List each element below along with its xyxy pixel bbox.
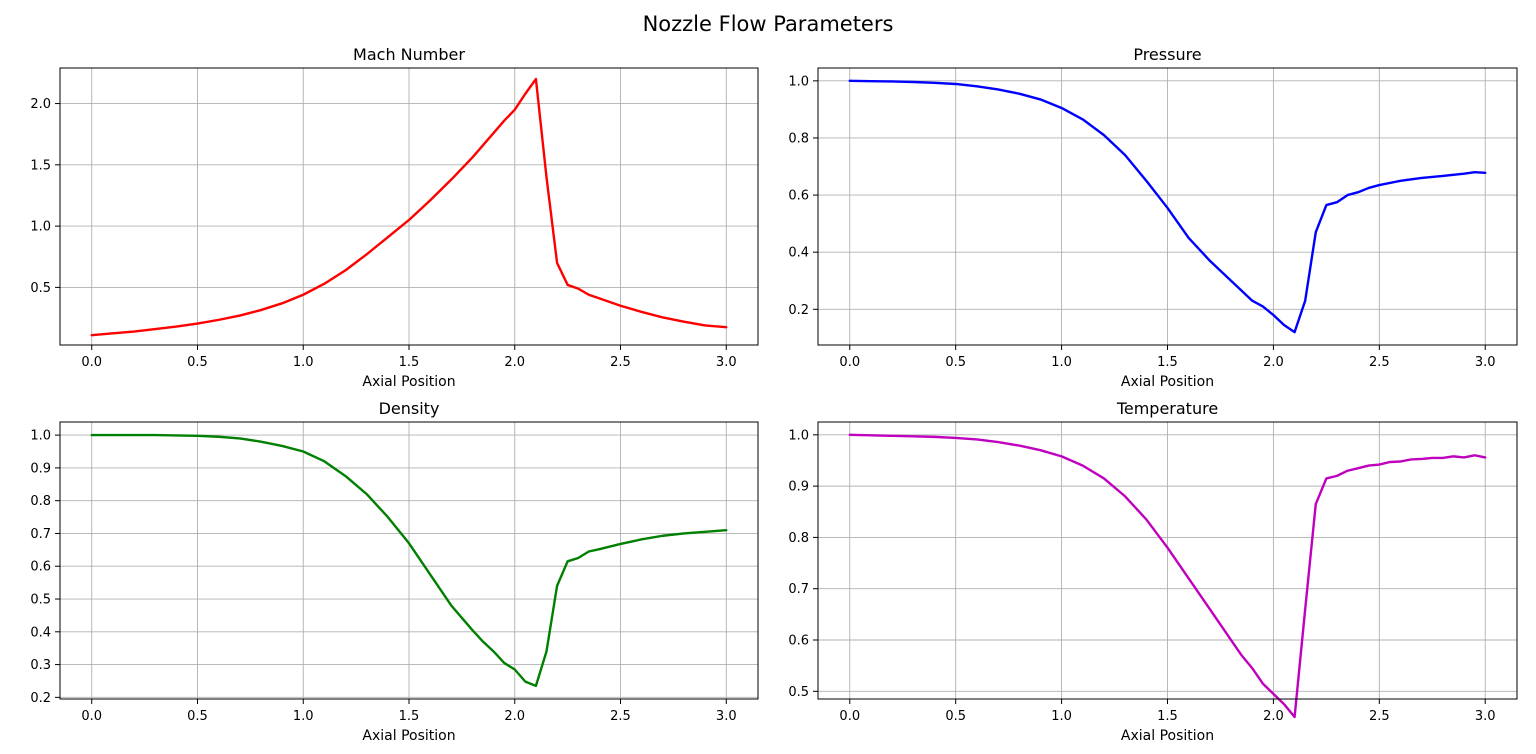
pressure-xlabel: Axial Position bbox=[1121, 374, 1214, 390]
density-ytick-label: 0.4 bbox=[30, 625, 51, 640]
pressure-ytick-label: 0.8 bbox=[788, 131, 809, 146]
temperature-ytick-label: 0.5 bbox=[788, 685, 809, 700]
pressure-series-line bbox=[848, 79, 1487, 334]
temperature-ytick-label: 0.9 bbox=[788, 480, 809, 495]
density-xtick-label: 2.0 bbox=[504, 709, 525, 724]
density-ytick-label: 0.2 bbox=[30, 691, 51, 706]
mach-number-series-line bbox=[90, 77, 728, 337]
mach-number-xtick-label: 1.5 bbox=[399, 355, 420, 370]
density-ytick-label: 0.7 bbox=[30, 527, 51, 542]
mach-number-ytick-label: 1.5 bbox=[30, 158, 51, 173]
pressure-xtick-label: 0.0 bbox=[839, 355, 860, 370]
temperature-ytick-label: 0.8 bbox=[788, 531, 809, 546]
density-title: Density bbox=[379, 399, 440, 418]
pressure-ytick-label: 0.6 bbox=[788, 189, 809, 204]
temperature-ytick-label: 1.0 bbox=[788, 428, 809, 443]
mach-number-ytick-label: 0.5 bbox=[30, 281, 51, 296]
mach-number-xtick-label: 2.0 bbox=[504, 355, 525, 370]
density-xtick-label: 1.0 bbox=[293, 709, 314, 724]
temperature-panel: 0.0 0.5 1.0 1.5 2.0 2.5 3.0 0.5 0.6 0.7 0.8 0.9 1.0 T… bbox=[788, 399, 1518, 744]
density-xlabel: Axial Position bbox=[362, 728, 455, 744]
figure-title: Nozzle Flow Parameters bbox=[643, 12, 894, 36]
pressure-title: Pressure bbox=[1133, 45, 1201, 64]
mach-number-panel: 0.0 0.5 1.0 1.5 2.0 2.5 3.0 0.5 1.0 1.5 2.0 Mach Nu… bbox=[30, 45, 759, 390]
mach-number-ytick-label: 2.0 bbox=[30, 97, 51, 112]
pressure-ytick-label: 0.4 bbox=[788, 246, 809, 261]
temperature-xtick-label: 3.0 bbox=[1475, 709, 1496, 724]
mach-number-ytick-label: 1.0 bbox=[30, 220, 51, 235]
mach-number-xtick-label: 0.5 bbox=[187, 355, 208, 370]
density-xtick-label: 0.0 bbox=[81, 709, 102, 724]
density-series-line bbox=[90, 433, 728, 688]
mach-number-xtick-label: 0.0 bbox=[81, 355, 102, 370]
density-ytick-label: 0.3 bbox=[30, 658, 51, 673]
temperature-xtick-label: 1.5 bbox=[1157, 709, 1178, 724]
mach-number-xtick-label: 3.0 bbox=[716, 355, 737, 370]
density-ytick-label: 0.8 bbox=[30, 494, 51, 509]
pressure-xtick-label: 1.0 bbox=[1051, 355, 1072, 370]
pressure-ytick-label: 0.2 bbox=[788, 303, 809, 318]
density-ytick-label: 0.6 bbox=[30, 560, 51, 575]
density-panel: 0.0 0.5 1.0 1.5 2.0 2.5 3.0 0.2 0.3 0.4 0.5 0.6 0.7 0… bbox=[30, 399, 759, 744]
temperature-ytick-label: 0.6 bbox=[788, 634, 809, 649]
mach-number-xtick-label: 2.5 bbox=[610, 355, 631, 370]
temperature-xtick-label: 2.0 bbox=[1263, 709, 1284, 724]
density-ytick-label: 0.9 bbox=[30, 461, 51, 476]
temperature-xtick-label: 1.0 bbox=[1051, 709, 1072, 724]
pressure-xtick-label: 2.5 bbox=[1369, 355, 1390, 370]
temperature-xlabel: Axial Position bbox=[1121, 728, 1214, 744]
density-ytick-label: 1.0 bbox=[30, 429, 51, 444]
temperature-series-line bbox=[848, 433, 1487, 719]
mach-number-title: Mach Number bbox=[353, 45, 465, 64]
density-ytick-label: 0.5 bbox=[30, 593, 51, 608]
density-xtick-label: 0.5 bbox=[187, 709, 208, 724]
pressure-ytick-label: 1.0 bbox=[788, 74, 809, 89]
pressure-xtick-label: 3.0 bbox=[1475, 355, 1496, 370]
density-xtick-label: 1.5 bbox=[399, 709, 420, 724]
mach-number-xtick-label: 1.0 bbox=[293, 355, 314, 370]
temperature-xtick-label: 0.0 bbox=[839, 709, 860, 724]
mach-number-xlabel: Axial Position bbox=[362, 374, 455, 390]
temperature-xtick-label: 0.5 bbox=[945, 709, 966, 724]
pressure-xtick-label: 2.0 bbox=[1263, 355, 1284, 370]
pressure-panel: 0.0 0.5 1.0 1.5 2.0 2.5 3.0 0.2 0.4 0.6 0.8 1.0 Pres… bbox=[788, 45, 1518, 390]
density-xtick-label: 2.5 bbox=[610, 709, 631, 724]
temperature-title: Temperature bbox=[1116, 399, 1218, 418]
pressure-xtick-label: 0.5 bbox=[945, 355, 966, 370]
temperature-ytick-label: 0.7 bbox=[788, 582, 809, 597]
temperature-xtick-label: 2.5 bbox=[1369, 709, 1390, 724]
density-xtick-label: 3.0 bbox=[716, 709, 737, 724]
pressure-xtick-label: 1.5 bbox=[1157, 355, 1178, 370]
